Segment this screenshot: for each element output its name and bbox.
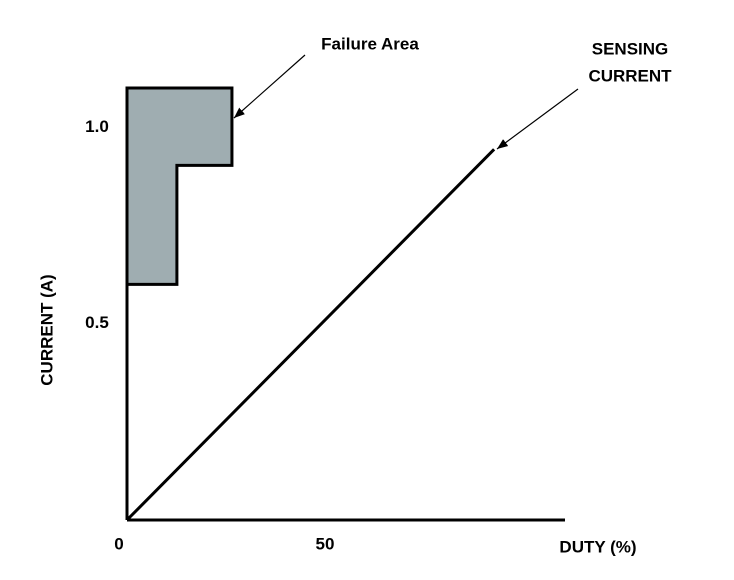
y-tick-label: 1.0 — [85, 117, 109, 136]
sensing-line — [125, 148, 496, 522]
x-tick-label: 50 — [316, 534, 335, 553]
annotation-arrow — [233, 54, 306, 119]
x-tick-label: 0 — [114, 534, 123, 553]
annotation-arrow — [496, 88, 579, 150]
annotation: Failure Area — [321, 34, 419, 53]
failure-area — [125, 86, 234, 286]
annotation: SENSING — [592, 39, 669, 58]
annotation: CURRENT — [588, 66, 672, 85]
x-axis-title: DUTY (%) — [559, 537, 636, 556]
y-axis-title: CURRENT (A) — [37, 274, 56, 385]
y-tick-label: 0.5 — [85, 313, 109, 332]
